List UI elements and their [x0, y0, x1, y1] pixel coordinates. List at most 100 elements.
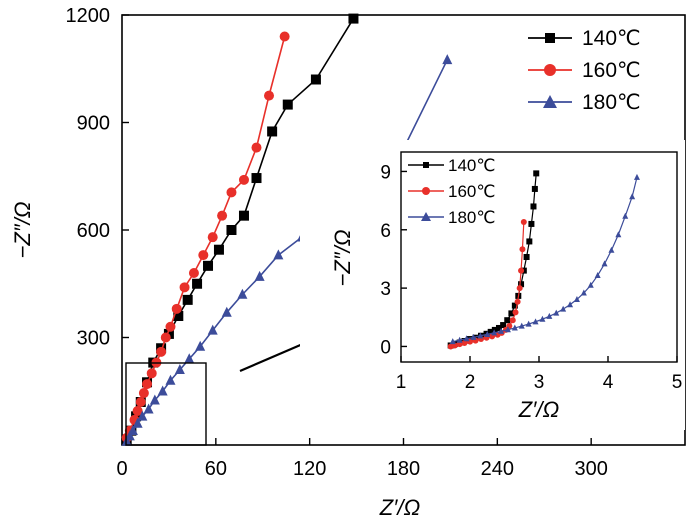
inset-y-tick-label-3: 9 [380, 162, 391, 183]
inset-series-0-point-13 [508, 310, 515, 317]
inset-series-2-point-25 [622, 212, 629, 219]
main-series-1-point-22 [279, 31, 290, 42]
inset-series-0-point-14 [511, 302, 518, 309]
main-series-2-point-10 [184, 353, 195, 364]
inset-series-2-point-27 [633, 173, 640, 180]
main-series-1-point-19 [238, 174, 249, 185]
main-x-tick-label-5: 300 [574, 458, 607, 480]
inset-series-0-point-18 [523, 254, 530, 260]
main-x-tick-label-0: 0 [116, 458, 127, 480]
inset-series-2-point-13 [539, 315, 546, 322]
inset-legend: 140℃ 160℃ 180℃ [408, 156, 495, 227]
main-series-0-point-14 [238, 210, 249, 221]
main-series-1-point-21 [264, 90, 275, 101]
main-series-0-point-8 [173, 311, 184, 321]
main-y-tick-label-1: 600 [77, 220, 110, 242]
inset-series-2-point-20 [587, 281, 594, 288]
inset-series-0-point-9 [491, 326, 498, 333]
inset-series-2-point-2 [463, 335, 470, 342]
main-series-0-point-16 [267, 126, 278, 137]
inset-series-0-point-8 [487, 328, 494, 335]
main-series-0-point-12 [213, 244, 224, 255]
legend-label-140: 140℃ [582, 27, 641, 50]
main-series-2-point-7 [157, 385, 168, 396]
main-series-0-point-17 [282, 99, 293, 110]
main-series-2-point-22 [442, 54, 453, 65]
main-series-2-point-16 [273, 249, 284, 260]
inset-series-1-point-13 [509, 317, 516, 324]
inset-series-2-point-22 [601, 260, 608, 267]
main-series-1-point-14 [188, 268, 199, 278]
inset-series-group [447, 170, 640, 350]
inset-series-2-point-19 [580, 289, 587, 296]
inset-series-1-point-18 [519, 246, 526, 253]
inset-series-2-point-24 [615, 231, 622, 238]
main-series-0-point-9 [182, 294, 193, 305]
main-series-2-point-13 [221, 306, 232, 317]
inset-background [300, 140, 685, 430]
legend-marker-180 [543, 95, 557, 108]
inset-x-tick-label-1: 2 [465, 372, 476, 393]
inset-y-tick-label-0: 0 [380, 337, 391, 358]
main-series-1-point-18 [226, 187, 237, 198]
inset-x-tick-label-2: 3 [534, 372, 545, 393]
inset-series-0-point-20 [528, 220, 535, 227]
inset-series-0-point-12 [504, 317, 511, 324]
inset-series-2-point-7 [498, 327, 505, 334]
main-series-2-point-15 [254, 270, 265, 281]
main-series-1-point-9 [156, 346, 167, 357]
inset-y-tick-label-1: 3 [380, 279, 391, 300]
main-y-tick-label-2: 900 [77, 113, 110, 135]
inset-series-0-point-16 [518, 281, 525, 288]
inset-legend-marker-180 [421, 212, 431, 221]
inset-x-tick-label-4: 5 [672, 372, 683, 393]
main-series-1-point-6 [142, 379, 153, 390]
inset-series-2-point-15 [553, 309, 560, 316]
main-series-1-point-7 [146, 368, 157, 379]
inset-series-line-2 [452, 177, 638, 343]
legend-marker-140 [545, 33, 555, 43]
legend-label-180: 180℃ [582, 91, 641, 114]
main-y-tick-label-3: 1200 [66, 5, 111, 27]
inset-legend-label-160: 160℃ [448, 182, 495, 201]
inset-series-2-point-5 [484, 330, 491, 337]
inset-series-2-point-4 [477, 332, 484, 339]
main-y-tick-label-0: 300 [77, 328, 110, 350]
inset-series-0-point-10 [495, 324, 502, 331]
main-x-tick-label-2: 120 [293, 458, 326, 480]
inset-y-axis-title: −Z″/Ω [330, 230, 355, 287]
inset-series-2-point-26 [629, 193, 636, 200]
main-series-0-point-13 [226, 225, 237, 235]
inset-series-1-point-17 [518, 267, 525, 274]
main-x-tick-label-3: 180 [387, 458, 420, 480]
inset-series-2-point-9 [511, 324, 518, 331]
inset-series-1-point-3 [461, 339, 468, 346]
inset-x-tick-label-0: 1 [396, 372, 407, 393]
inset-series-2-point-18 [573, 295, 580, 302]
inset-series-2-point-1 [456, 336, 463, 343]
legend-label-160: 160℃ [582, 59, 641, 82]
inset-x-tick-label-3: 4 [603, 372, 614, 393]
main-series-0-point-11 [203, 260, 214, 271]
inset-series-2 [449, 173, 640, 345]
main-series-0-point-18 [310, 74, 321, 85]
main-series-1-point-15 [198, 250, 209, 261]
main-legend: 140℃ 160℃ 180℃ [528, 27, 641, 114]
main-series-1-point-4 [135, 397, 146, 407]
main-series-2-point-14 [237, 288, 248, 299]
inset-series-0-point-21 [530, 203, 537, 210]
inset-series-2-point-3 [470, 333, 477, 340]
main-series-0-point-10 [192, 278, 203, 289]
inset-series-1-point-15 [514, 298, 521, 305]
inset-series-1-point-19 [520, 219, 527, 225]
main-series-1-point-5 [138, 388, 149, 399]
main-series-2-point-8 [165, 374, 176, 385]
main-series-0-point-15 [251, 173, 262, 184]
main-series-2-point-2 [127, 424, 138, 435]
main-series-2-point-6 [149, 394, 160, 405]
inset-series-0-point-11 [500, 322, 507, 329]
main-series-1-point-16 [207, 232, 218, 243]
main-series-2-point-11 [195, 340, 206, 351]
